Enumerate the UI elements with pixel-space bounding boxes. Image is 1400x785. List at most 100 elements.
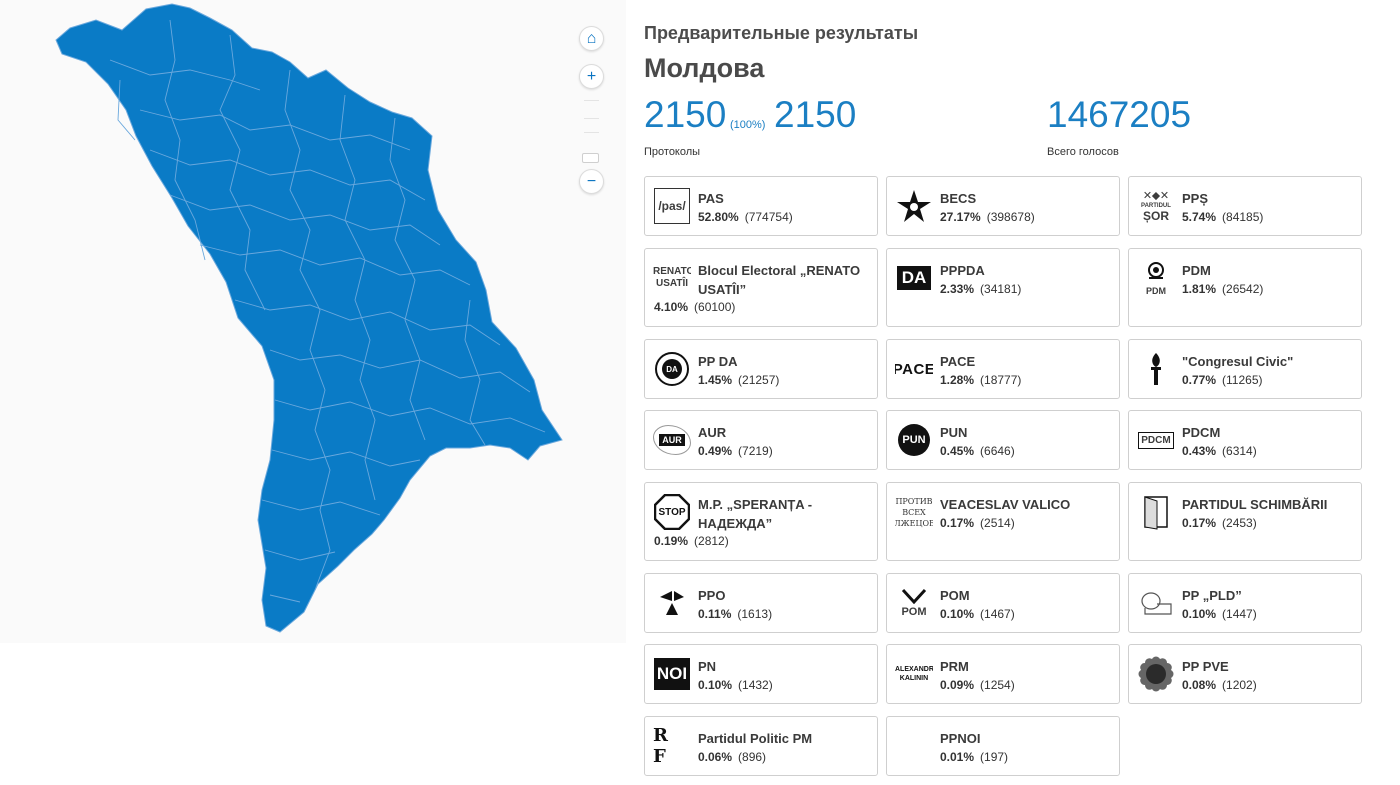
- party-result: 4.10% (60100): [654, 300, 735, 314]
- party-percent: 0.17%: [940, 516, 975, 530]
- lion-logo: [1137, 584, 1175, 622]
- party-percent: 0.49%: [698, 444, 733, 458]
- party-result: 27.17% (398678): [940, 210, 1035, 224]
- party-name: PRM: [940, 659, 969, 674]
- party-card[interactable]: R F Partidul Politic PM 0.06% (896): [644, 716, 878, 776]
- party-votes: (6314): [1222, 444, 1257, 458]
- home-button[interactable]: ⌂: [579, 26, 604, 51]
- party-name: VEACESLAV VALICO: [940, 497, 1071, 512]
- party-result: 0.08% (1202): [1182, 678, 1257, 692]
- party-percent: 4.10%: [654, 300, 689, 314]
- party-card[interactable]: PPO 0.11% (1613): [644, 573, 878, 633]
- party-result: 0.17% (2514): [940, 516, 1015, 530]
- party-name: PPNOI: [940, 731, 981, 746]
- party-card[interactable]: PP PVE 0.08% (1202): [1128, 644, 1362, 704]
- protocols-label: Протоколы: [644, 146, 701, 158]
- party-name: PPPDA: [940, 263, 985, 278]
- party-percent: 0.09%: [940, 678, 975, 692]
- party-percent: 1.28%: [940, 373, 975, 387]
- party-card[interactable]: ПРОТИВ ВСЕХ ЛЖЕЦОВ VEACESLAV VALICO 0.17% (…: [886, 482, 1120, 561]
- party-percent: 0.43%: [1182, 444, 1217, 458]
- party-card[interactable]: ✕⬥✕ PARTIDUL ȘOR PPȘ 5.74% (84185): [1128, 176, 1362, 236]
- party-votes: (26542): [1222, 282, 1264, 296]
- party-card[interactable]: PACE PACE 1.28% (18777): [886, 339, 1120, 399]
- party-result: 0.10% (1447): [1182, 607, 1257, 621]
- party-name: PARTIDUL SCHIMBĂRII: [1182, 497, 1328, 512]
- ppo-logo: [653, 584, 691, 622]
- total-votes-label: Всего голосов: [1047, 146, 1119, 158]
- party-card[interactable]: POM POM 0.10% (1467): [886, 573, 1120, 633]
- party-card[interactable]: DA PPPDA 2.33% (34181): [886, 248, 1120, 327]
- party-percent: 0.45%: [940, 444, 975, 458]
- party-card[interactable]: BECS 27.17% (398678): [886, 176, 1120, 236]
- pom-logo: POM: [895, 584, 933, 622]
- party-result: 0.43% (6314): [1182, 444, 1257, 458]
- party-name: POM: [940, 588, 970, 603]
- moldova-map[interactable]: [0, 0, 626, 643]
- protocols-done: 2150: [644, 94, 727, 135]
- zoom-tick: [584, 132, 599, 133]
- party-percent: 1.45%: [698, 373, 733, 387]
- home-icon: ⌂: [586, 29, 597, 47]
- party-name: PP „PLD”: [1182, 588, 1242, 603]
- noi-logo: NOI: [653, 655, 691, 693]
- region-title: Молдова: [644, 53, 765, 83]
- plus-icon: +: [586, 67, 597, 85]
- district-borders: [109, 19, 546, 603]
- party-name: "Congresul Civic": [1182, 354, 1294, 369]
- party-card[interactable]: PP „PLD” 0.10% (1447): [1128, 573, 1362, 633]
- platforma-da-logo: DA: [895, 259, 933, 297]
- sor-logo: ✕⬥✕ PARTIDUL ȘOR: [1141, 190, 1171, 223]
- party-votes: (2514): [980, 516, 1015, 530]
- party-result: 0.77% (11265): [1182, 373, 1263, 387]
- moldova-country-shape[interactable]: [55, 3, 563, 633]
- party-name: BECS: [940, 191, 977, 206]
- rf-logo: R F: [653, 727, 670, 765]
- party-name: PAS: [698, 191, 724, 206]
- party-card[interactable]: PARTIDUL SCHIMBĂRII 0.17% (2453): [1128, 482, 1362, 561]
- party-result: 0.19% (2812): [654, 534, 729, 548]
- party-card[interactable]: DA PP DA 1.45% (21257): [644, 339, 878, 399]
- sunflower-logo: [1137, 655, 1175, 693]
- party-card[interactable]: PUN PUN 0.45% (6646): [886, 410, 1120, 470]
- map-panel[interactable]: ⌂ + −: [0, 0, 626, 643]
- renato-usatii-logo: RENATO USATÎI: [653, 266, 691, 289]
- party-card[interactable]: /pas/PAS 52.80% (774754): [644, 176, 878, 236]
- party-result: 5.74% (84185): [1182, 210, 1263, 224]
- protocols-percent: (100%): [730, 119, 766, 131]
- party-votes: (1254): [980, 678, 1015, 692]
- svg-text:STOP: STOP: [658, 507, 685, 518]
- party-name: Partidul Politic PM: [698, 731, 813, 746]
- party-result: 0.10% (1432): [698, 678, 773, 692]
- zoom-in-button[interactable]: +: [579, 64, 604, 89]
- party-card[interactable]: "Congresul Civic" 0.77% (11265): [1128, 339, 1362, 399]
- pace-logo: PACE: [895, 360, 933, 378]
- party-result: 0.49% (7219): [698, 444, 773, 458]
- party-votes: (1202): [1222, 678, 1257, 692]
- party-card[interactable]: PDM PDM 1.81% (26542): [1128, 248, 1362, 327]
- zoom-slider-handle[interactable]: [582, 153, 599, 163]
- party-name: PPO: [698, 588, 726, 603]
- party-votes: (2812): [694, 534, 729, 548]
- party-card[interactable]: AUR AUR 0.49% (7219): [644, 410, 878, 470]
- party-name: PP DA: [698, 354, 738, 369]
- star-sickle-logo: [895, 187, 933, 225]
- party-votes: (60100): [694, 300, 736, 314]
- party-card[interactable]: ALEXANDR KALININ PRM 0.09% (1254): [886, 644, 1120, 704]
- zoom-out-button[interactable]: −: [579, 169, 604, 194]
- party-card[interactable]: RENATO USATÎI Blocul Electoral „RENATO US…: [644, 248, 878, 327]
- pas-logo: /pas/: [653, 187, 691, 225]
- party-card[interactable]: NOI PN 0.10% (1432): [644, 644, 878, 704]
- party-percent: 0.08%: [1182, 678, 1217, 692]
- party-result: 0.01% (197): [940, 750, 1008, 764]
- party-card[interactable]: PDCM PDCM 0.43% (6314): [1128, 410, 1362, 470]
- party-card[interactable]: PPNOI 0.01% (197): [886, 716, 1120, 776]
- party-card[interactable]: STOP M.P. „SPERANȚA - НАДЕЖДА” 0.19% (2812): [644, 482, 878, 561]
- party-percent: 0.10%: [940, 607, 975, 621]
- zoom-tick: [584, 100, 599, 101]
- party-percent: 0.17%: [1182, 516, 1217, 530]
- party-votes: (84185): [1222, 210, 1264, 224]
- party-votes: (18777): [980, 373, 1022, 387]
- pdcm-logo: PDCM: [1137, 421, 1175, 459]
- pp-da-circle-logo: DA: [653, 350, 691, 388]
